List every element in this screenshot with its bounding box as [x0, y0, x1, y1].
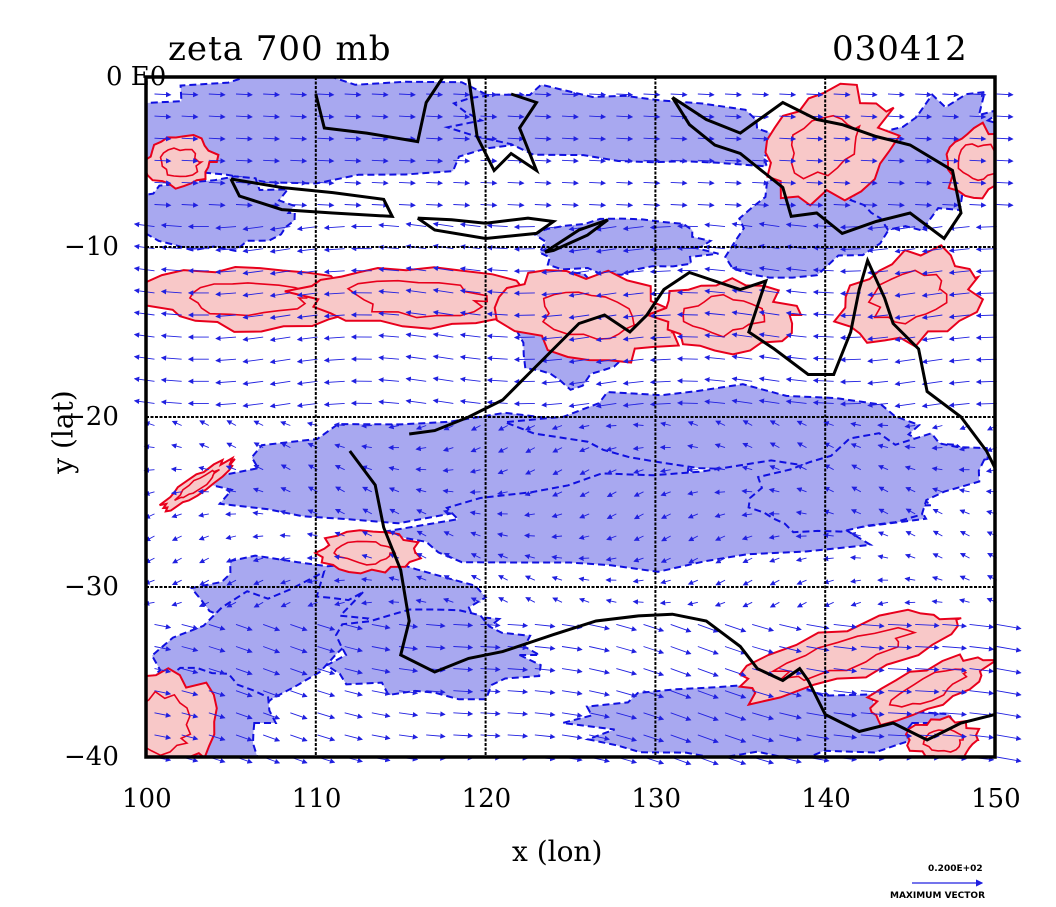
vector-legend-value: 0.200E+02 — [928, 864, 983, 874]
x-tick-label: 150 — [971, 784, 1021, 814]
plot-frame — [144, 75, 997, 759]
map-title: zeta 700 mb — [168, 29, 392, 69]
x-tick-label: 110 — [291, 784, 342, 814]
wind-vectors — [133, 91, 1022, 766]
x-tick-label: 120 — [461, 784, 512, 814]
y-tick-label: −30 — [64, 572, 119, 602]
y-tick-label: −20 — [64, 402, 119, 432]
x-tick-label: 100 — [122, 784, 172, 814]
y-axis-label: y (lat) — [46, 390, 80, 474]
vector-legend-arrow — [912, 879, 984, 887]
x-axis-label: x (lon) — [512, 835, 603, 868]
vector-legend-label: MAXIMUM VECTOR — [890, 891, 986, 901]
x-tick-label: 130 — [631, 784, 682, 814]
date-code: 030412 — [832, 29, 968, 69]
corner-label: 0 E0 — [106, 62, 167, 92]
grid-lines — [146, 77, 995, 757]
coastlines — [229, 77, 995, 742]
x-tick-label: 140 — [801, 784, 851, 814]
y-tick-label: −40 — [64, 742, 119, 772]
y-tick-label: −10 — [64, 232, 119, 262]
vorticity-field — [146, 77, 995, 757]
